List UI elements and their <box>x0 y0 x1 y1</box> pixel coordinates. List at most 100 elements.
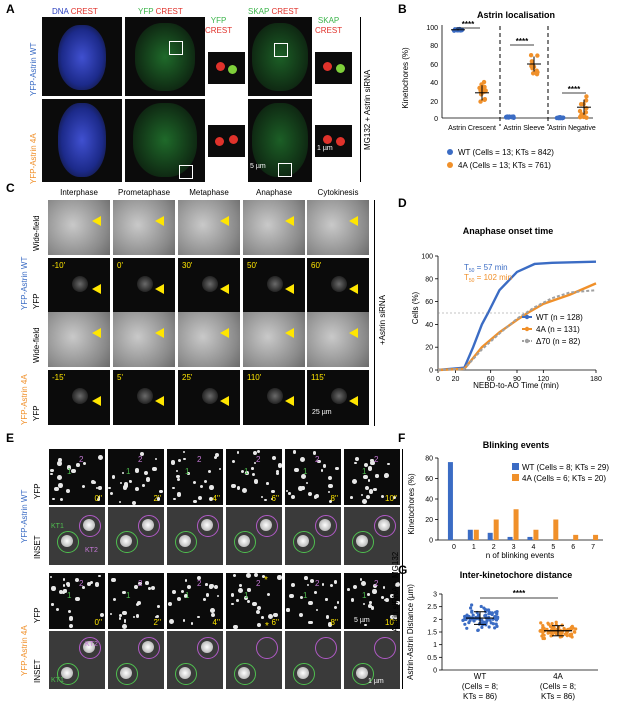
panel-c-image-r3-c0: -15' <box>48 370 110 425</box>
panel-g-point <box>541 626 545 630</box>
panel-c-cell-blob <box>72 388 88 404</box>
panel-f-xlabel: n of blinking events <box>486 551 555 560</box>
panel-e-spot <box>292 450 297 454</box>
panel-f-xtick: 7 <box>591 544 595 551</box>
panel-e-spot <box>100 612 105 618</box>
panel-e-scale-1um: 1 µm <box>368 678 384 685</box>
panel-e-spot <box>315 608 318 611</box>
panel-e-image-r2-c4: 8'' 2 1 <box>285 573 341 629</box>
panel-e-spot <box>362 499 367 505</box>
panel-e-spot <box>333 605 337 609</box>
panel-e-spot <box>270 497 274 501</box>
panel-d-legend-wt: WT (n = 128) <box>536 313 583 322</box>
panel-e-spot <box>299 595 304 600</box>
panel-e-spot <box>360 493 364 497</box>
panel-e-kt1-spot <box>179 535 191 547</box>
panel-e-kt2-label: KT2 <box>85 547 98 554</box>
panel-g-point <box>539 621 543 625</box>
panel-b-sig-2: **** <box>516 37 529 46</box>
panel-e-spot <box>184 594 188 598</box>
panel-e-spot <box>303 576 308 580</box>
panel-e-spot <box>67 609 72 614</box>
panel-e-num-2: 2 <box>374 455 379 464</box>
panel-e-kt2-circle <box>138 637 160 659</box>
panel-e-spot <box>387 462 390 465</box>
panel-e-spot <box>301 473 307 479</box>
panel-e-spot <box>253 479 259 484</box>
panel-e-kt2-circle <box>138 515 160 537</box>
panel-c-image-r3-c4: 115' <box>307 370 369 425</box>
panel-d-ylabel: Cells (%) <box>411 291 420 324</box>
panel-a-wt-yfp-zoom <box>208 52 245 84</box>
panel-e-spot <box>368 489 373 494</box>
panel-e-rowlabel-2: YFP <box>33 607 42 623</box>
panel-e-kt2-spot <box>319 519 331 531</box>
panel-e-spot <box>51 603 54 606</box>
panel-e-spot <box>275 472 279 475</box>
panel-e-spot <box>293 467 299 473</box>
panel-c-arrowhead <box>220 216 229 226</box>
panel-e-spot <box>155 457 158 460</box>
panel-g-point <box>541 636 545 641</box>
panel-e-row-wt: YFP-Astrin WT <box>20 489 29 543</box>
panel-e-kt2-circle <box>79 637 101 659</box>
panel-g-sig: **** <box>513 589 526 598</box>
panel-e-spot <box>251 467 254 471</box>
panel-e-spot <box>262 575 266 579</box>
panel-e-spot <box>247 599 251 603</box>
panel-e-spot <box>190 622 194 625</box>
panel-e-kt1-circle <box>57 531 79 553</box>
panel-e-spot <box>172 486 176 490</box>
panel-e-time: 4'' <box>212 494 220 503</box>
panel-e-spot <box>277 463 282 468</box>
panel-g-ytick: 2.5 <box>427 604 437 611</box>
panel-e-spot <box>313 495 317 499</box>
panel-e-spot <box>59 589 64 594</box>
panel-e-spot <box>172 590 177 594</box>
panel-e-spot <box>50 468 54 473</box>
panel-e-image-r3-c2 <box>167 631 223 689</box>
panel-d-legend-d70: Δ70 (n = 82) <box>536 337 581 346</box>
panel-e-spot <box>277 575 282 580</box>
panel-e-spot <box>83 462 87 466</box>
panel-e-num-2: 2 <box>79 579 84 588</box>
panel-d-xtick: 90 <box>513 376 521 383</box>
panel-e-spot <box>76 463 80 467</box>
panel-a-4a-skap-image: 5 µm <box>248 99 312 182</box>
panel-a-4a-yfp-image <box>125 99 205 182</box>
panel-c-image-r3-c1: 5' <box>113 370 175 425</box>
panel-b-sig-3: **** <box>568 85 581 94</box>
panel-e-star-2: * <box>265 621 269 632</box>
panel-e-spot <box>320 468 324 472</box>
panel-g-ylabel: Astrin-Astrin Distance (µm) <box>406 584 415 680</box>
panel-e-spot <box>275 469 279 473</box>
panel-e-spot <box>251 472 256 477</box>
panel-e-spot <box>187 472 190 475</box>
panel-g-points <box>461 603 578 641</box>
panel-e-spot <box>214 456 218 460</box>
panel-e-spot <box>144 470 148 475</box>
panel-d-xtick: 180 <box>590 376 602 383</box>
panel-e-image-r3-c0: KT1 KT2 <box>49 631 105 689</box>
panel-e-image-r2-c3: 6'' 2 1 <box>226 573 282 629</box>
panel-e-image-r3-c1 <box>108 631 164 689</box>
panel-c-cell-blob <box>267 388 283 404</box>
panel-g-x-4a-1: 4A <box>553 672 563 681</box>
panel-e-num-1: 1 <box>185 591 190 600</box>
panel-e-spot <box>300 456 306 462</box>
panel-a-header-4: SKAP CREST <box>248 7 299 16</box>
panel-e-spot <box>123 482 129 487</box>
panel-e-spot <box>370 460 376 466</box>
panel-f-bar-0-4 <box>527 536 533 540</box>
panel-f-legend-wt-swatch <box>512 463 519 470</box>
panel-c-arrowhead <box>155 216 164 226</box>
panel-g-point <box>572 630 576 634</box>
panel-e-spot <box>66 489 70 493</box>
panel-e-rowlabel-3: INSET <box>33 659 42 683</box>
panel-e-kt1-circle <box>234 663 256 685</box>
panel-e-kt2-spot <box>83 641 95 653</box>
panel-e-spot <box>368 604 372 608</box>
panel-f-bar-1-7 <box>593 534 599 540</box>
panel-c-cell-blob <box>331 276 347 292</box>
panel-g-point <box>491 622 495 626</box>
